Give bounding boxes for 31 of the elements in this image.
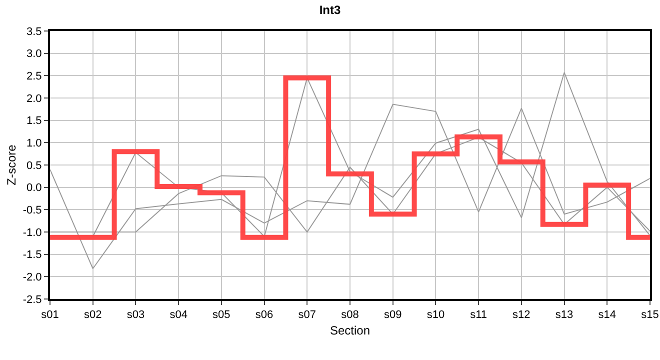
y-tick-label: -2.5 (22, 294, 42, 306)
x-axis-title: Section (330, 324, 370, 338)
x-tick-label: s03 (126, 309, 145, 322)
x-tick-label: s05 (212, 309, 230, 322)
x-tick-label: s08 (341, 309, 359, 322)
x-tick-label: s07 (298, 309, 316, 322)
y-tick-label: 2.5 (26, 70, 42, 83)
x-tick-label: s01 (41, 309, 59, 322)
x-tick-label: s11 (470, 309, 488, 322)
y-tick-label: -2.0 (22, 272, 42, 284)
y-tick-label: 1.5 (26, 115, 42, 128)
x-tick-label: s14 (598, 309, 616, 322)
x-tick-label: s15 (641, 309, 659, 322)
x-tick-label: s04 (170, 309, 188, 322)
y-tick-label: 1.0 (26, 138, 42, 150)
x-tick-label: s12 (512, 309, 530, 322)
x-tick-label: s13 (555, 309, 574, 322)
y-tick-label: 3.0 (26, 48, 42, 60)
y-tick-label: 0.0 (26, 182, 42, 194)
y-tick-label: 2.0 (26, 92, 42, 105)
y-tick-label: -1.5 (22, 249, 42, 262)
y-tick-label: -0.5 (22, 204, 42, 217)
y-axis-title: Z-score (4, 144, 19, 186)
x-tick-label: s10 (426, 309, 445, 322)
y-tick-label: -1.0 (22, 226, 42, 239)
x-tick-label: s09 (384, 309, 402, 322)
x-tick-label: s06 (255, 309, 274, 322)
y-tick-label: 0.5 (26, 160, 42, 172)
x-tick-label: s02 (84, 309, 102, 322)
chart-title: Int3 (319, 2, 341, 17)
y-tick-label: 3.5 (26, 26, 42, 38)
